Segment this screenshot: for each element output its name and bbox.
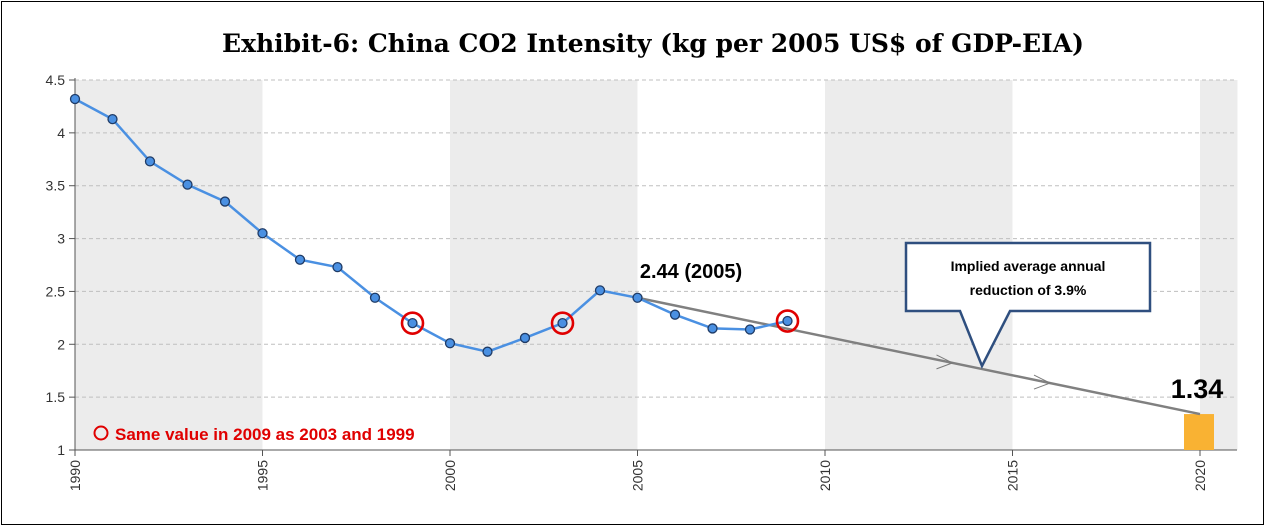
callout-line-1: Implied average annual bbox=[951, 258, 1106, 274]
data-point bbox=[182, 179, 193, 190]
y-tick-label: 4 bbox=[57, 125, 65, 141]
data-point bbox=[294, 254, 306, 265]
trend-line-group bbox=[637, 296, 1201, 416]
data-point bbox=[257, 228, 268, 239]
data-point bbox=[557, 317, 568, 329]
data-points bbox=[69, 93, 793, 357]
x-tick-label: 2000 bbox=[442, 460, 458, 491]
callout-line-2: reduction of 3.9% bbox=[970, 282, 1087, 298]
y-tick-label: 3.5 bbox=[46, 178, 66, 194]
data-point bbox=[144, 156, 156, 167]
data-point bbox=[69, 93, 81, 105]
trend-line bbox=[637, 296, 1201, 416]
shaded-band bbox=[1200, 80, 1238, 450]
axes bbox=[69, 78, 1237, 456]
data-point bbox=[407, 317, 418, 329]
y-tick-label: 4.5 bbox=[46, 72, 66, 88]
series-line bbox=[74, 97, 788, 353]
data-point bbox=[744, 324, 756, 335]
highlight-rings bbox=[400, 309, 800, 335]
legend-note: Same value in 2009 as 2003 and 1999 bbox=[115, 425, 415, 444]
highlight-ring bbox=[775, 309, 800, 333]
y-tick-label: 2.5 bbox=[46, 283, 66, 299]
x-tick-labels: 1990 1995 2000 2005 2010 2015 2020 bbox=[67, 460, 1208, 491]
data-point bbox=[669, 309, 681, 320]
x-tick-label: 2015 bbox=[1005, 460, 1021, 491]
x-tick-label: 2020 bbox=[1192, 460, 1208, 491]
callout-box bbox=[904, 241, 1152, 370]
y-tick-label: 1.5 bbox=[46, 389, 66, 405]
data-point bbox=[707, 323, 718, 334]
chart-title: Exhibit-6: China CO2 Intensity (kg per 2… bbox=[222, 29, 1084, 58]
shaded-band bbox=[75, 80, 263, 450]
data-point bbox=[369, 292, 381, 303]
data-point bbox=[107, 113, 118, 125]
trend-arrow-marker bbox=[1033, 374, 1052, 390]
data-point bbox=[332, 261, 343, 273]
annotation-target-value: 1.34 bbox=[1171, 374, 1224, 404]
data-point bbox=[519, 332, 531, 344]
highlight-ring bbox=[550, 311, 575, 335]
x-tick-label: 1990 bbox=[67, 460, 83, 491]
x-tick-label: 2010 bbox=[817, 460, 833, 491]
data-point bbox=[444, 338, 456, 349]
x-tick-label: 2005 bbox=[630, 460, 646, 491]
y-tick-label: 2 bbox=[57, 336, 65, 352]
legend-ring-icon bbox=[93, 425, 109, 441]
target-bar bbox=[1184, 414, 1214, 450]
annotation-2005: 2.44 (2005) bbox=[640, 261, 742, 283]
shaded-band bbox=[450, 80, 638, 450]
data-point bbox=[782, 315, 793, 327]
y-tick-label: 3 bbox=[57, 231, 65, 247]
data-point bbox=[482, 346, 493, 357]
highlight-ring bbox=[400, 311, 425, 335]
series-line-group bbox=[74, 97, 788, 353]
y-tick-label: 1 bbox=[57, 442, 65, 458]
y-tick-labels: 1 1.5 2 2.5 3 3.5 4 4.5 bbox=[46, 72, 66, 458]
trend-arrow-marker bbox=[936, 354, 954, 370]
target-bar-group bbox=[1184, 414, 1214, 450]
x-tick-label: 1995 bbox=[255, 460, 271, 491]
data-point bbox=[219, 196, 231, 207]
data-point bbox=[632, 292, 643, 303]
data-point bbox=[594, 285, 606, 296]
